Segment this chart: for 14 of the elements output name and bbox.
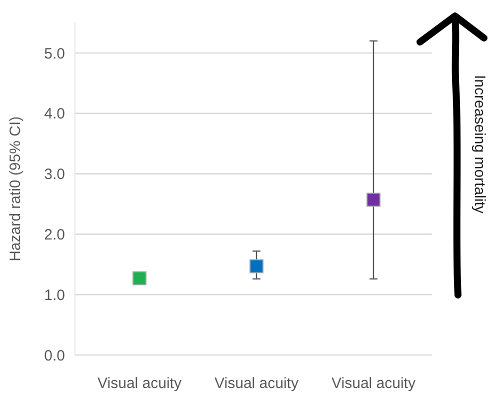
y-tick-label: 5.0 (44, 45, 65, 62)
y-tick-label: 0.0 (44, 347, 65, 364)
y-tick-label: 1.0 (44, 286, 65, 304)
x-tick-label: Visual acuity (214, 375, 299, 392)
point (250, 259, 264, 274)
point (366, 192, 380, 207)
y-tick-label: 2.0 (44, 226, 65, 244)
x-tick-label: Visual acuity (98, 375, 182, 392)
x-tick-label: Visual acuity (332, 375, 416, 392)
y-tick-label: 3.0 (44, 166, 65, 184)
point (132, 271, 146, 286)
text: Increaseing mortality (471, 75, 488, 214)
y-tick-label: 4.0 (44, 106, 65, 123)
y-axis-title: Hazard rati0 (95% CI) (7, 116, 24, 262)
